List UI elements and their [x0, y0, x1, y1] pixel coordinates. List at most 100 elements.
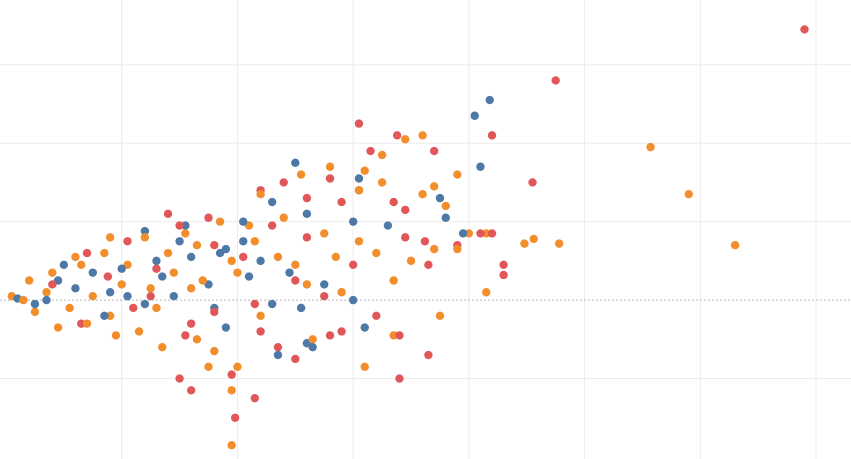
data-point-orange[interactable] [429, 244, 439, 254]
data-point-orange[interactable] [140, 233, 150, 242]
data-point-orange[interactable] [111, 331, 121, 340]
data-point-red[interactable] [204, 213, 213, 222]
data-point-orange[interactable] [529, 234, 538, 244]
data-point-blue[interactable] [105, 288, 115, 297]
data-point-blue[interactable] [169, 291, 178, 301]
data-point-orange[interactable] [389, 331, 398, 340]
data-point-orange[interactable] [233, 268, 242, 277]
data-point-blue[interactable] [308, 342, 317, 352]
data-point-red[interactable] [337, 197, 346, 207]
data-point-red[interactable] [528, 178, 537, 187]
data-point-orange[interactable] [377, 150, 387, 160]
data-point-blue[interactable] [470, 111, 479, 120]
data-point-blue[interactable] [256, 256, 265, 266]
data-point-orange[interactable] [646, 142, 655, 152]
data-point-orange[interactable] [441, 201, 450, 211]
data-point-red[interactable] [487, 229, 497, 238]
data-point-orange[interactable] [296, 170, 306, 179]
data-point-red[interactable] [291, 354, 300, 364]
data-point-orange[interactable] [198, 276, 207, 285]
data-point-blue[interactable] [273, 350, 283, 360]
data-point-orange[interactable] [377, 178, 387, 187]
data-point-orange[interactable] [181, 229, 190, 238]
data-point-blue[interactable] [291, 158, 300, 168]
data-point-blue[interactable] [221, 323, 231, 332]
data-point-orange[interactable] [453, 170, 462, 179]
data-point-orange[interactable] [105, 233, 115, 242]
data-point-blue[interactable] [152, 256, 161, 266]
data-point-orange[interactable] [520, 239, 529, 248]
data-point-orange[interactable] [30, 307, 40, 317]
data-point-blue[interactable] [383, 221, 393, 230]
data-point-blue[interactable] [285, 268, 294, 277]
data-point-orange[interactable] [684, 189, 693, 199]
data-point-red[interactable] [401, 205, 410, 215]
data-point-orange[interactable] [435, 311, 445, 320]
data-point-blue[interactable] [59, 260, 69, 270]
data-point-blue[interactable] [88, 268, 97, 277]
data-point-blue[interactable] [186, 252, 196, 262]
data-point-orange[interactable] [210, 346, 219, 356]
data-point-red[interactable] [429, 146, 439, 156]
data-point-red[interactable] [551, 76, 560, 85]
data-point-orange[interactable] [88, 291, 97, 301]
data-point-blue[interactable] [158, 272, 167, 281]
data-point-red[interactable] [302, 193, 312, 203]
data-point-blue[interactable] [100, 311, 109, 320]
data-point-red[interactable] [186, 319, 196, 328]
data-point-red[interactable] [401, 233, 410, 242]
data-point-orange[interactable] [192, 240, 202, 250]
data-point-blue[interactable] [244, 272, 254, 281]
data-point-orange[interactable] [482, 229, 491, 238]
data-point-red[interactable] [256, 327, 265, 336]
data-point-orange[interactable] [354, 237, 364, 246]
data-point-red[interactable] [291, 276, 300, 285]
data-point-orange[interactable] [308, 335, 317, 344]
data-point-orange[interactable] [360, 362, 369, 371]
data-point-orange[interactable] [227, 256, 236, 266]
data-point-red[interactable] [420, 237, 430, 246]
data-point-blue[interactable] [348, 217, 358, 226]
data-point-orange[interactable] [360, 166, 369, 175]
data-point-red[interactable] [372, 311, 381, 320]
data-point-red[interactable] [152, 264, 161, 273]
data-point-orange[interactable] [337, 288, 346, 297]
data-point-red[interactable] [239, 252, 248, 262]
data-point-red[interactable] [476, 229, 485, 238]
data-point-blue[interactable] [117, 264, 126, 273]
data-point-red[interactable] [389, 197, 398, 207]
data-point-orange[interactable] [554, 239, 564, 248]
data-point-orange[interactable] [65, 303, 74, 313]
data-point-orange[interactable] [227, 441, 236, 450]
data-point-red[interactable] [800, 25, 809, 34]
data-point-orange[interactable] [77, 260, 86, 270]
data-point-red[interactable] [267, 221, 277, 230]
data-point-orange[interactable] [227, 386, 236, 395]
data-point-orange[interactable] [163, 248, 173, 258]
data-point-orange[interactable] [117, 280, 126, 289]
data-point-orange[interactable] [354, 186, 364, 195]
data-point-orange[interactable] [215, 217, 225, 226]
data-point-orange[interactable] [158, 342, 167, 352]
data-point-orange[interactable] [233, 362, 242, 371]
data-point-blue[interactable] [123, 291, 132, 301]
data-point-orange[interactable] [453, 244, 462, 254]
data-point-orange[interactable] [256, 189, 265, 199]
data-point-red[interactable] [424, 350, 433, 360]
data-point-blue[interactable] [239, 217, 248, 226]
data-point-red[interactable] [395, 331, 404, 340]
data-point-red[interactable] [273, 342, 283, 352]
data-point-red[interactable] [186, 386, 196, 395]
data-point-orange[interactable] [302, 280, 312, 289]
data-point-red[interactable] [103, 272, 113, 281]
data-point-blue[interactable] [175, 237, 184, 246]
data-point-blue[interactable] [140, 226, 150, 236]
data-point-red[interactable] [82, 248, 92, 258]
data-point-orange[interactable] [48, 268, 57, 277]
data-point-red[interactable] [337, 327, 346, 336]
data-point-red[interactable] [392, 131, 402, 140]
data-point-red[interactable] [487, 131, 497, 140]
data-point-orange[interactable] [464, 229, 474, 238]
data-point-red[interactable] [230, 413, 240, 422]
data-point-orange[interactable] [325, 162, 335, 171]
